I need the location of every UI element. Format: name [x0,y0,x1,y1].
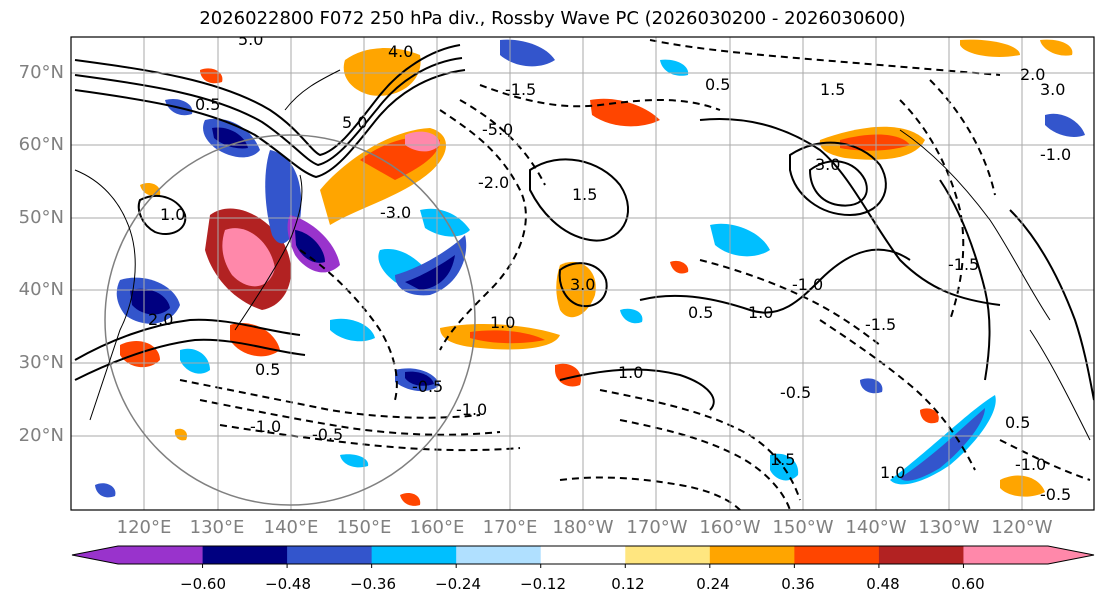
contour-label: 0.5 [255,360,280,379]
colorbar-segment [72,546,203,564]
lon-label: 130°W [918,517,980,538]
lon-label: 130°E [189,517,245,538]
colorbar-tick-label: 0.48 [866,575,900,593]
contour-label: 4.0 [388,42,413,61]
contour-label: -3.0 [380,203,411,222]
contour-label: -2.0 [478,173,509,192]
colorbar-tick-label: −0.36 [350,575,396,593]
lon-label: 170°W [626,517,688,538]
contour-label: -0.5 [780,383,811,402]
contour-label: -5.0 [482,120,513,139]
coastlines [74,69,1091,441]
contour-label: 1.0 [160,205,185,224]
contour-label: 0.5 [688,303,713,322]
lon-label: 140°W [845,517,907,538]
contour-label: 1.5 [770,450,795,469]
reference-circle [104,134,476,506]
contour-label: 3.0 [815,155,840,174]
contour-label: -0.5 [1040,485,1071,504]
contour-label: -0.5 [312,425,343,444]
colorbar-segment [794,546,880,564]
lon-label: 160°W [699,517,761,538]
map-title: 2026022800 F072 250 hPa div., Rossby Wav… [199,8,906,29]
contour-label: 1.0 [880,463,905,482]
colorbar-segment [540,546,626,564]
lat-label-70n: 70°N [18,62,64,83]
contour-label: -1.0 [1015,455,1046,474]
lat-label-60n: 60°N [18,134,64,155]
lat-label-50n: 50°N [18,207,64,228]
contour-label: 5.0 [238,30,263,49]
lon-label: 150°E [336,517,392,538]
colorbar-tick-label: 0.36 [781,575,815,593]
colorbar-segment [371,546,457,564]
lon-label: 170°E [482,517,538,538]
lat-label-30n: 30°N [18,352,64,373]
colorbar-outline [71,545,1095,565]
colorbar-segment [709,546,795,564]
contour-label: 1.5 [572,185,597,204]
contour-labels: 5.0 4.0 -5.0 5.0 3.0 -3.0 -1.5 1.5 1.0 -… [148,30,1071,504]
colorbar-tick-label: 0.60 [951,575,985,593]
colorbar-tick-label: 0.24 [696,575,730,593]
contour-label: 1.0 [490,313,515,332]
contour-label: 2.0 [148,310,173,329]
contour-label: 5.0 [342,113,367,132]
map-border [70,36,1095,511]
lat-label-40n: 40°N [18,279,64,300]
contour-label: 0.5 [195,95,220,114]
contour-label: 3.0 [1040,80,1065,99]
lon-label: 120°W [991,517,1053,538]
colorbar-segment [963,546,1094,564]
contour-label: 2.0 [1020,65,1045,84]
colorbar-segment [878,546,964,564]
contour-label: 0.5 [705,75,730,94]
lon-label: 160°E [409,517,465,538]
contour-label: -1.5 [505,80,536,99]
contour-label: -1.0 [1040,145,1071,164]
lon-label: 180°W [552,517,614,538]
contour-label: 1.5 [820,80,845,99]
contour-label: -1.0 [792,275,823,294]
contour-label: -1.5 [948,255,979,274]
divergence-shading [95,39,1085,506]
contour-label: 1.0 [618,363,643,382]
colorbar-tick-label: −0.12 [520,575,566,593]
map-grid [71,37,1094,510]
colorbar-segment [202,546,288,564]
contour-label: 0.5 [1005,413,1030,432]
contour-label: -0.5 [412,377,443,396]
lon-label: 140°E [263,517,319,538]
colorbar-tick-label: −0.48 [265,575,311,593]
contour-label: -1.0 [250,417,281,436]
lon-label: 150°W [772,517,834,538]
colorbar-segment [625,546,711,564]
contour-label: -1.5 [865,315,896,334]
colorbar-segment [287,546,373,564]
colorbar [71,545,1095,568]
lon-label: 120°E [116,517,172,538]
contour-lines-dashed [179,39,1091,510]
contour-label: 3.0 [570,275,595,294]
lat-label-20n: 20°N [18,425,64,446]
colorbar-tick-label: −0.60 [180,575,226,593]
contour-label: 1.0 [748,303,773,322]
contour-label: -1.0 [456,400,487,419]
colorbar-tick-label: 0.12 [611,575,645,593]
colorbar-tick-label: −0.24 [435,575,481,593]
colorbar-segment [456,546,542,564]
